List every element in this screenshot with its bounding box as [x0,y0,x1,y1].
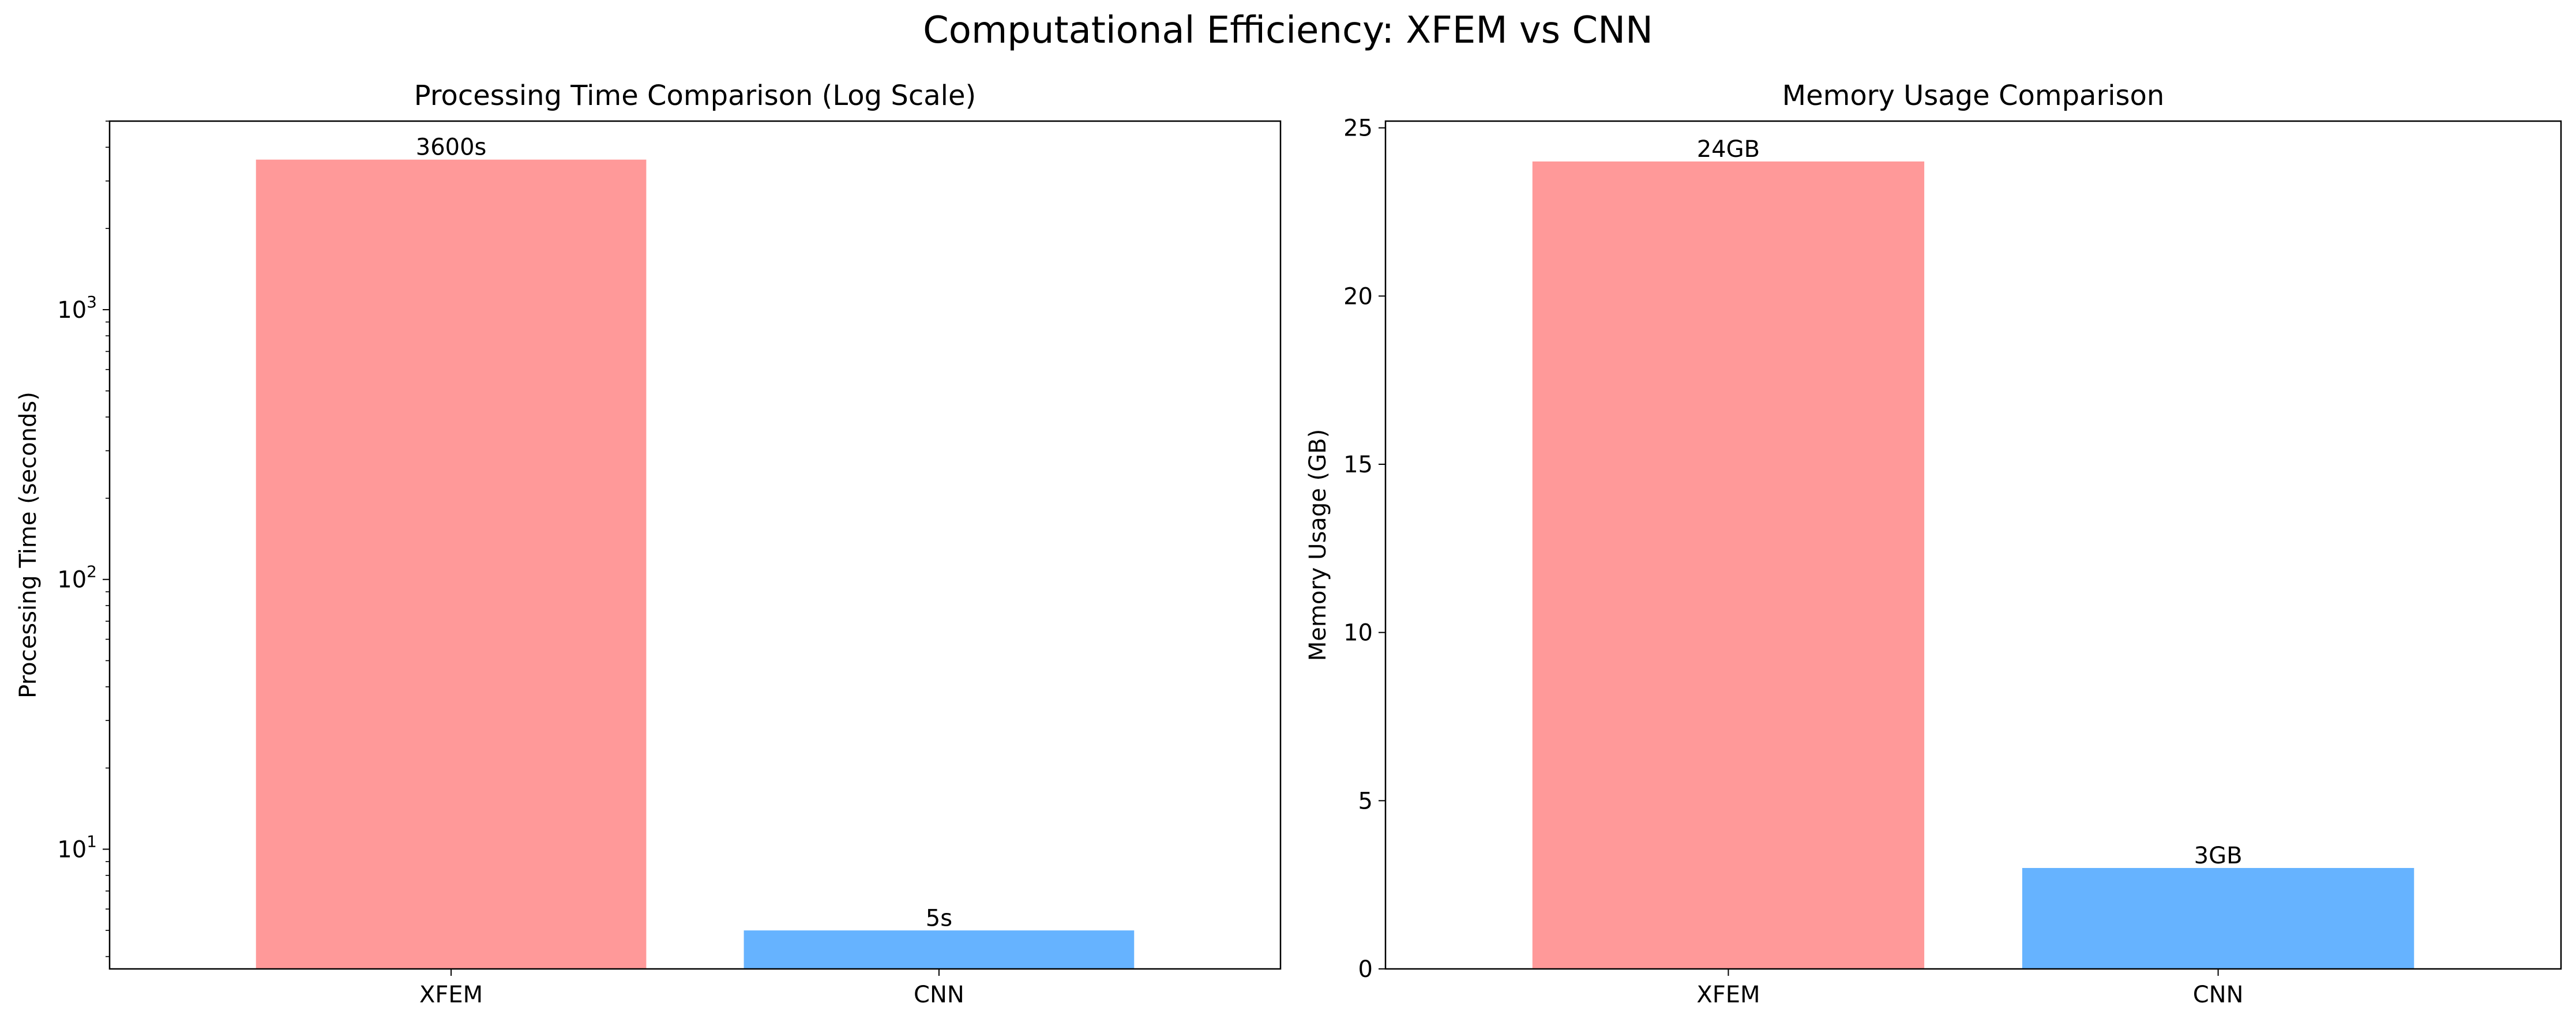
y-tick-label-base: 10 [57,297,87,324]
y-tick-label-exponent: 2 [87,562,97,581]
y-axis-label: Processing Time (seconds) [15,392,42,698]
y-tick-label: 5 [1358,788,1373,814]
memory-usage-chart: 24GB 3GB XFEM CNN 0 5 10 15 20 25 Memory Usage Com… [1305,80,2562,1008]
y-tick-label: 103 [57,292,97,324]
y-tick-label-base: 10 [57,567,87,593]
bar-cnn [743,930,1135,969]
data-label-cnn: 3GB [2194,843,2243,869]
y-tick-label-exponent: 1 [87,832,97,851]
bar-cnn [2022,868,2414,969]
axes-frame [108,120,1282,970]
y-tick-label: 15 [1343,452,1373,478]
y-tick-label: 10 [1343,620,1373,647]
x-tick-label-cnn: CNN [2193,982,2244,1008]
y-tick-label-exponent: 3 [87,292,97,311]
y-tick-label: 102 [57,562,97,593]
bar-xfem [1532,161,1925,969]
axes-frame [1384,120,2562,970]
data-label-cnn: 5s [926,905,952,931]
x-tick-label-cnn: CNN [914,982,964,1008]
x-tick-label-xfem: XFEM [1696,982,1760,1008]
y-tick-label-base: 10 [57,836,87,863]
y-tick-label: 25 [1343,115,1373,142]
data-label-xfem: 24GB [1697,136,1760,163]
x-tick-label-xfem: XFEM [419,982,483,1008]
y-tick-label: 101 [57,832,97,863]
y-tick-label: 20 [1343,283,1373,310]
chart-title: Memory Usage Comparison [1782,80,2165,112]
figure-title: Computational Efficiency: XFEM vs CNN [923,9,1653,52]
y-tick-label: 0 [1358,956,1373,983]
bar-xfem [256,159,647,969]
y-axis-label: Memory Usage (GB) [1305,429,1331,661]
data-label-xfem: 3600s [416,134,487,161]
chart-title: Processing Time Comparison (Log Scale) [414,80,977,112]
